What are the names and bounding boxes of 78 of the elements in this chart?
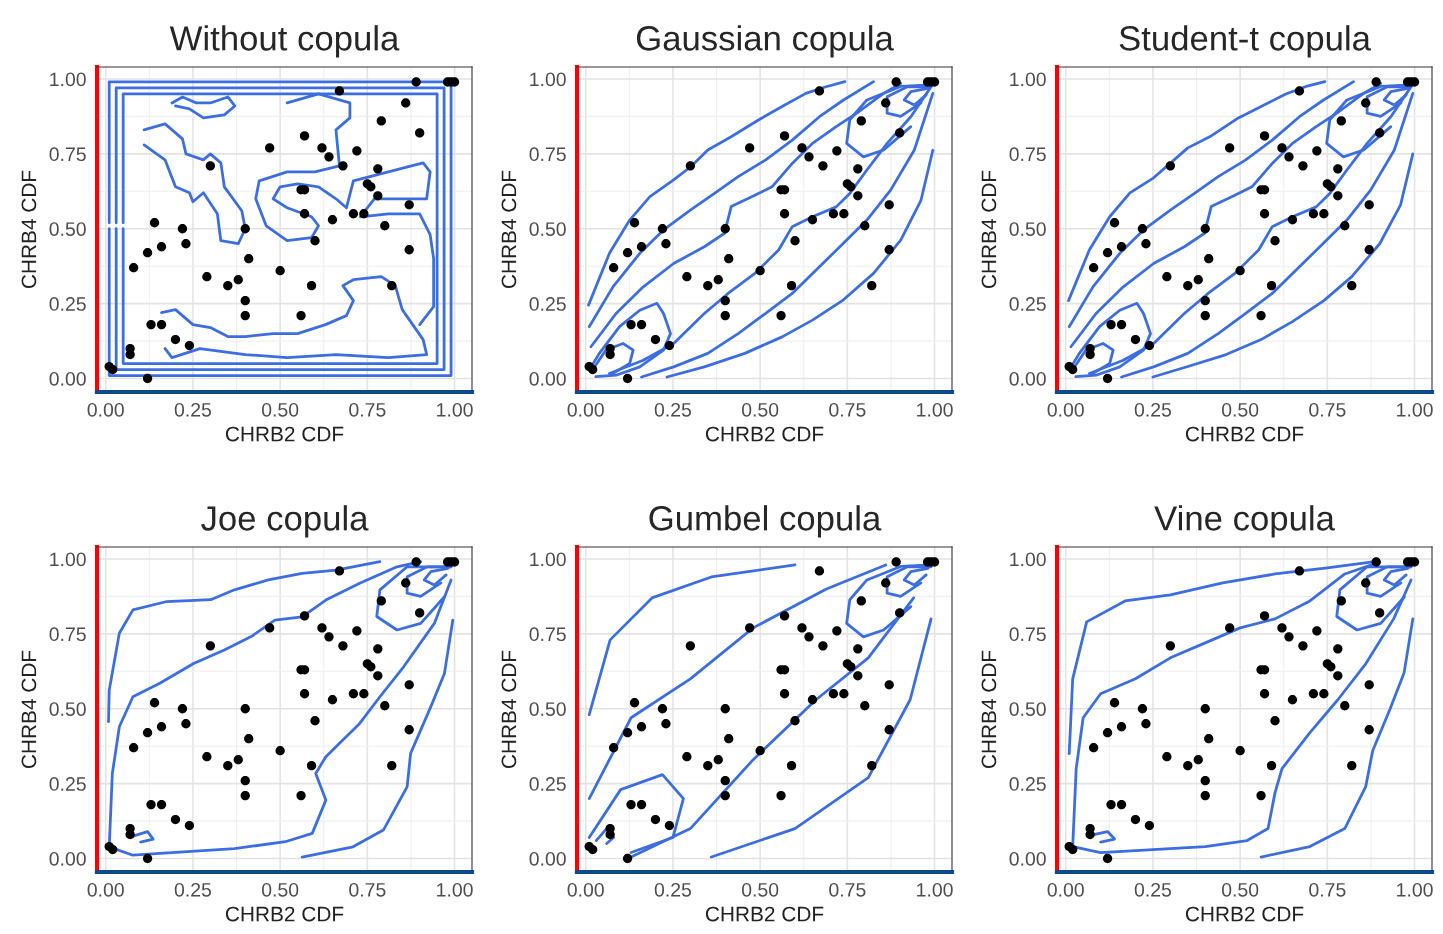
y-tick-label: 0.00	[1009, 371, 1046, 386]
x-tick-label: 0.75	[349, 402, 386, 417]
y-axis-title: CHRB4 CDF	[981, 650, 997, 769]
x-tick-label: 0.25	[174, 402, 212, 417]
x-tick-label: 0.25	[654, 402, 692, 417]
y-tick-label: 1.00	[1010, 72, 1046, 87]
y-tick-label: 0.75	[1009, 627, 1046, 642]
x-tick-label: 0.75	[829, 882, 866, 897]
x-tick-label: 1.00	[437, 882, 473, 897]
x-tick-label: 0.00	[1047, 402, 1084, 417]
y-tick-label: 0.75	[49, 147, 86, 162]
y-tick-label: 0.25	[529, 297, 566, 311]
x-tick-label: 0.00	[87, 402, 124, 417]
y-axis-title: CHRB4 CDF	[501, 170, 517, 289]
x-tick-label: 1.00	[437, 402, 473, 417]
x-tick-label: 0.75	[1309, 402, 1346, 417]
chart-title: Without copula	[169, 25, 400, 58]
y-tick-label: 0.75	[49, 627, 86, 642]
y-tick-label: 0.75	[1009, 147, 1046, 162]
y-tick-label: 1.00	[50, 552, 86, 567]
chart-title: Joe copula	[201, 505, 369, 538]
y-tick-label: 0.00	[529, 851, 566, 866]
x-tick-label: 0.25	[654, 882, 692, 897]
x-axis-title: CHRB2 CDF	[705, 426, 824, 442]
y-tick-label: 1.00	[530, 552, 566, 567]
y-tick-label: 0.25	[49, 777, 86, 791]
x-tick-label: 0.75	[829, 402, 866, 417]
y-tick-label: 0.25	[529, 777, 566, 791]
y-tick-label: 0.00	[49, 371, 86, 386]
x-tick-label: 0.50	[261, 402, 299, 417]
x-tick-label: 0.50	[1221, 402, 1259, 417]
x-axis-title: CHRB2 CDF	[1185, 426, 1304, 442]
chart-title: Student-t copula	[1119, 25, 1371, 58]
y-tick-label: 0.25	[1009, 777, 1046, 791]
y-axis-title: CHRB4 CDF	[501, 650, 517, 769]
x-tick-label: 0.75	[349, 882, 386, 897]
chart-title: Vine copula	[1154, 505, 1335, 538]
y-tick-label: 1.00	[530, 72, 566, 87]
x-tick-label: 0.00	[1047, 882, 1084, 897]
chart-title: Gumbel copula	[649, 505, 882, 538]
x-tick-label: 0.00	[567, 882, 604, 897]
y-tick-label: 0.50	[1009, 702, 1046, 716]
x-axis-title: CHRB2 CDF	[1185, 906, 1304, 922]
y-tick-label: 0.00	[529, 371, 566, 386]
x-tick-label: 0.50	[741, 402, 779, 417]
y-tick-label: 0.00	[1009, 851, 1046, 866]
y-tick-label: 0.50	[529, 222, 566, 236]
x-axis-title: CHRB2 CDF	[225, 426, 344, 442]
x-tick-label: 1.00	[917, 882, 953, 897]
x-tick-label: 1.00	[917, 402, 953, 417]
x-tick-label: 0.50	[741, 882, 779, 897]
x-axis-title: CHRB2 CDF	[705, 906, 824, 922]
chart-title: Gaussian copula	[636, 25, 894, 58]
y-tick-label: 1.00	[1010, 552, 1046, 567]
x-tick-label: 0.00	[87, 882, 124, 897]
x-tick-label: 0.25	[174, 882, 212, 897]
x-tick-label: 0.00	[567, 402, 604, 417]
y-axis-title: CHRB4 CDF	[981, 170, 997, 289]
y-tick-label: 0.50	[1009, 222, 1046, 236]
y-axis-title: CHRB4 CDF	[21, 170, 37, 289]
x-tick-label: 1.00	[1397, 882, 1433, 897]
x-tick-label: 0.25	[1134, 882, 1172, 897]
y-tick-label: 0.50	[49, 222, 86, 236]
y-tick-label: 0.75	[529, 627, 566, 642]
y-axis-title: CHRB4 CDF	[21, 650, 37, 769]
x-tick-label: 1.00	[1397, 402, 1433, 417]
x-axis-title: CHRB2 CDF	[225, 906, 344, 922]
y-tick-label: 0.25	[49, 297, 86, 311]
y-tick-label: 0.50	[529, 702, 566, 716]
x-tick-label: 0.50	[261, 882, 299, 897]
y-tick-label: 0.75	[529, 147, 566, 162]
y-tick-label: 0.25	[1009, 297, 1046, 311]
y-tick-label: 0.50	[49, 702, 86, 716]
y-tick-label: 0.00	[49, 851, 86, 866]
x-tick-label: 0.25	[1134, 402, 1172, 417]
x-tick-label: 0.75	[1309, 882, 1346, 897]
x-tick-label: 0.50	[1221, 882, 1259, 897]
y-tick-label: 1.00	[50, 72, 86, 87]
